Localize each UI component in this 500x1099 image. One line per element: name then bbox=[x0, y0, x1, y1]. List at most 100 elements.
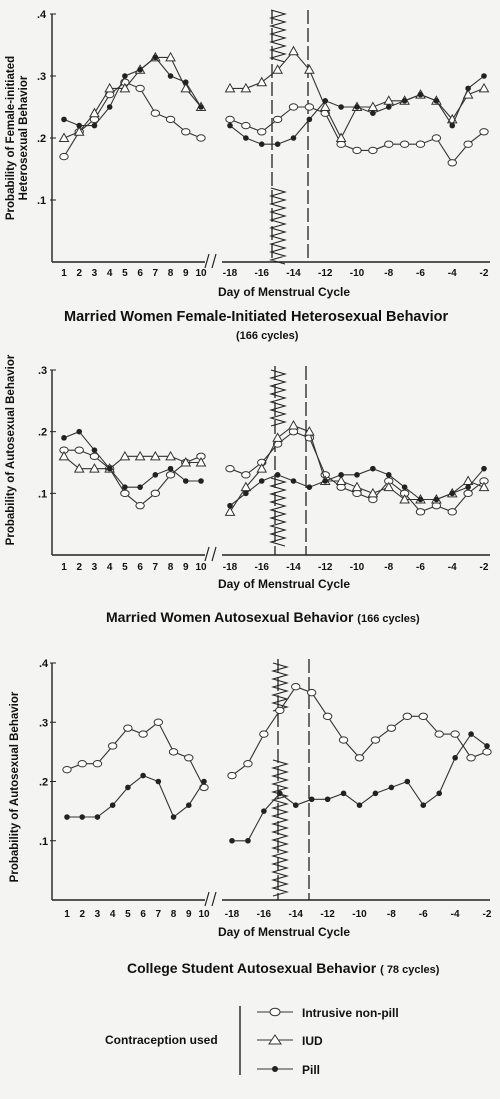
x-tick-label: -8 bbox=[384, 562, 393, 573]
x-tick-label: -16 bbox=[255, 268, 270, 279]
y-tick-label: .3 bbox=[38, 365, 47, 377]
data-point-dot bbox=[370, 465, 376, 472]
data-point-dot bbox=[64, 814, 70, 820]
data-point-triangle bbox=[134, 450, 146, 461]
data-point-dot bbox=[274, 141, 281, 147]
data-point-ellipse bbox=[107, 742, 118, 750]
data-point-ellipse bbox=[243, 760, 253, 768]
data-point-triangle bbox=[335, 475, 347, 485]
data-point-dot bbox=[354, 472, 360, 478]
data-point-dot bbox=[155, 778, 162, 785]
data-point-dot bbox=[308, 796, 315, 803]
data-point-ellipse bbox=[450, 730, 460, 738]
data-point-ellipse bbox=[92, 760, 103, 768]
data-point-dot bbox=[436, 790, 442, 797]
data-point-ellipse bbox=[304, 103, 315, 111]
data-point-ellipse bbox=[306, 688, 317, 697]
x-tick-label: -4 bbox=[448, 562, 457, 573]
data-point-ellipse bbox=[165, 115, 176, 124]
data-point-dot bbox=[106, 104, 113, 110]
data-point-triangle bbox=[399, 493, 410, 504]
data-point-dot bbox=[198, 104, 204, 110]
x-tick-label: -4 bbox=[448, 268, 457, 279]
x-tick-label: -18 bbox=[225, 909, 240, 920]
data-point-triangle bbox=[73, 463, 85, 473]
data-point-dot bbox=[79, 814, 86, 820]
wave-symbol-top bbox=[268, 369, 288, 427]
data-point-dot bbox=[465, 85, 471, 92]
data-point-dot bbox=[322, 98, 329, 104]
data-point-dot bbox=[91, 122, 98, 129]
x-tick-label: 10 bbox=[198, 909, 210, 920]
data-point-triangle bbox=[149, 450, 161, 461]
x-tick-label: -12 bbox=[318, 562, 333, 573]
data-point-dot bbox=[245, 837, 251, 844]
data-point-dot bbox=[481, 465, 487, 472]
x-tick-label: 5 bbox=[125, 909, 131, 920]
data-point-triangle bbox=[58, 450, 70, 461]
data-point-triangle bbox=[89, 107, 100, 118]
data-point-dot bbox=[322, 478, 329, 484]
data-point-dot bbox=[338, 472, 344, 478]
y-axis-label: Heterosexual Behavior bbox=[18, 75, 30, 200]
data-point-triangle bbox=[351, 481, 363, 492]
data-point-dot bbox=[404, 778, 411, 785]
data-point-dot bbox=[354, 104, 360, 110]
x-tick-label: 4 bbox=[107, 268, 113, 279]
data-point-dot bbox=[258, 141, 265, 147]
chart-1: .1 .2 .3 .4 1 2 3 4 5 6 7 8 9 10 -18 -16 -14 -12 -10 -8 -6 -4… bbox=[5, 9, 490, 299]
x-tick-label: -10 bbox=[350, 268, 365, 279]
series-line-ellipse bbox=[231, 686, 488, 777]
data-point-dot bbox=[306, 116, 313, 123]
data-point-ellipse bbox=[384, 140, 394, 148]
data-point-ellipse bbox=[288, 103, 299, 111]
x-tick-label: 2 bbox=[79, 909, 85, 920]
data-point-dot bbox=[137, 67, 143, 73]
data-point-ellipse bbox=[196, 134, 206, 142]
data-point-dot bbox=[109, 802, 116, 808]
x-tick-label: -16 bbox=[255, 562, 270, 573]
wave-symbol-bottom bbox=[270, 759, 290, 897]
data-point-ellipse bbox=[447, 159, 457, 167]
data-point-ellipse bbox=[257, 128, 267, 136]
data-point-triangle bbox=[224, 506, 236, 516]
data-point-triangle bbox=[119, 450, 131, 461]
data-point-ellipse bbox=[482, 748, 492, 756]
x-tick-label: 6 bbox=[140, 909, 146, 920]
x-tick-label: -8 bbox=[384, 268, 393, 279]
data-point-ellipse bbox=[120, 489, 130, 498]
x-axis-label: Day of Menstrual Cycle bbox=[218, 925, 350, 939]
data-point-ellipse bbox=[184, 754, 194, 762]
data-point-ellipse bbox=[479, 128, 489, 136]
x-tick-label: -12 bbox=[320, 909, 335, 920]
data-point-dot bbox=[106, 465, 113, 472]
data-point-triangle bbox=[288, 45, 299, 56]
y-tick-label: .4 bbox=[37, 9, 47, 21]
chart-1-subtitle-box: (166 cycles) bbox=[236, 330, 298, 342]
data-point-dot bbox=[243, 135, 249, 141]
data-point-ellipse bbox=[434, 730, 444, 738]
data-point-dot bbox=[290, 478, 297, 484]
x-tick-label: 9 bbox=[186, 909, 192, 920]
x-tick-label: 4 bbox=[110, 909, 116, 920]
data-point-dot bbox=[401, 484, 408, 490]
data-point-ellipse bbox=[386, 724, 397, 732]
y-tick-label: .2 bbox=[37, 133, 46, 145]
series-line-ellipse bbox=[63, 81, 202, 157]
data-point-dot bbox=[227, 502, 233, 509]
x-tick-label: -14 bbox=[286, 562, 301, 573]
y-tick-label: .2 bbox=[39, 777, 48, 789]
data-point-triangle bbox=[256, 463, 268, 473]
legend-label-intrusive: Intrusive non-pill bbox=[302, 1006, 399, 1020]
data-point-ellipse bbox=[338, 736, 349, 744]
x-tick-label: -14 bbox=[289, 909, 304, 920]
data-point-ellipse bbox=[352, 146, 362, 155]
x-tick-label: 1 bbox=[61, 562, 67, 573]
data-point-dot bbox=[324, 796, 331, 803]
x-tick-label: 10 bbox=[195, 562, 207, 573]
x-tick-label: 3 bbox=[95, 909, 101, 920]
legend-title: Contraception used bbox=[105, 1033, 218, 1047]
data-point-dot bbox=[277, 790, 283, 797]
data-point-triangle bbox=[272, 432, 283, 442]
data-point-dot bbox=[290, 135, 297, 141]
